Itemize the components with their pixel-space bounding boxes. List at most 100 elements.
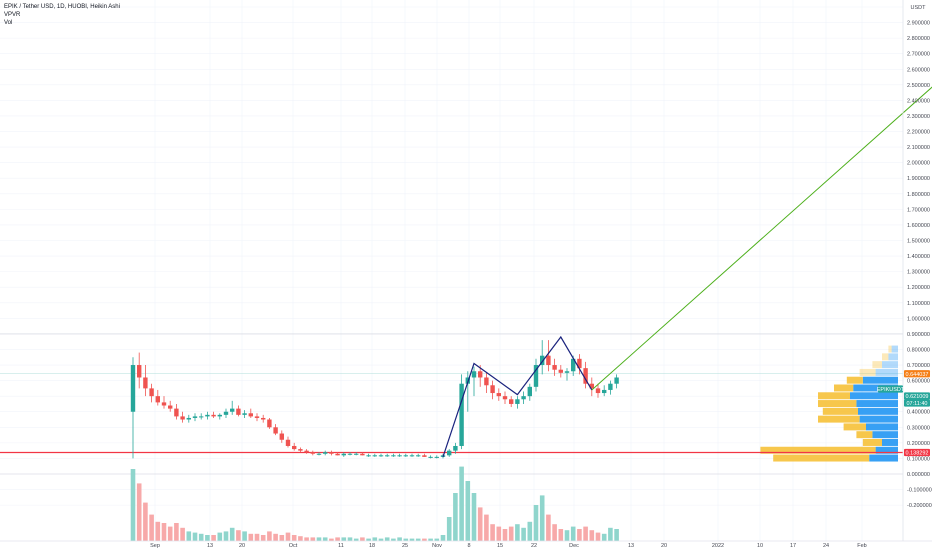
time-tick-label: 25 (402, 543, 408, 549)
candle-body (360, 453, 365, 456)
volume-bar (409, 538, 415, 541)
vpvr-up-bar (853, 384, 898, 392)
time-tick-label: 22 (531, 543, 537, 549)
price-tick-label: 0.100000 (907, 456, 930, 462)
vpvr-up-bar (875, 368, 898, 376)
price-tick-label: 1.800000 (907, 192, 930, 198)
price-tick-label: 2.300000 (907, 114, 930, 120)
candle-body (403, 455, 408, 457)
volume-bar (577, 529, 582, 541)
vpvr-up-bar (891, 345, 898, 353)
volume-bar (180, 527, 185, 541)
time-tick-label: Dec (569, 543, 579, 549)
candle-body (447, 450, 452, 456)
price-tick-label: 1.900000 (907, 176, 930, 182)
time-tick-label: 18 (369, 543, 375, 549)
time-tick-label: 11 (338, 543, 344, 549)
volume-bar (440, 535, 446, 541)
vpvr-down-bar (773, 454, 870, 462)
vpvr-up-bar (862, 376, 898, 384)
price-tick-label: 0.000000 (907, 472, 930, 478)
vpvr-up-bar (888, 353, 898, 361)
candle-body (335, 453, 340, 456)
candle-body (589, 383, 594, 389)
symbol-line[interactable]: EPIK / Tether USD, 1D, HUOBI, Heikin Ash… (4, 4, 120, 10)
badge-bg (878, 385, 903, 393)
vpvr-down-bar (760, 446, 876, 454)
candle-body (564, 371, 570, 373)
vpvr-up-bar (872, 431, 898, 439)
price-tick-label: 2.800000 (907, 36, 930, 42)
candle-body (316, 453, 322, 455)
candle-body (174, 408, 179, 417)
candle-body (478, 371, 483, 378)
candle-body (186, 417, 191, 420)
price-tick-label: 1.000000 (907, 316, 930, 322)
price-tick-label: 0.400000 (907, 410, 930, 416)
badge-bg (904, 370, 930, 378)
volume-bar (428, 538, 433, 541)
candle-body (323, 452, 328, 454)
candle-body (571, 358, 576, 372)
candle-body (273, 427, 278, 434)
volume-bar (570, 526, 576, 541)
vpvr-up-bar (882, 361, 898, 369)
time-tick-label: 13 (628, 543, 634, 549)
time-tick-label: 24 (823, 543, 829, 549)
volume-bar (211, 535, 216, 541)
candle-body (285, 439, 291, 446)
indicator-vpvr[interactable]: VPVR (4, 12, 21, 18)
price-tick-label: 2.700000 (907, 52, 930, 58)
time-tick-label: 20 (661, 543, 667, 549)
candle-body (540, 355, 545, 366)
candle-body (422, 455, 427, 457)
volume-bar (217, 532, 223, 541)
candle-body (168, 405, 173, 409)
badge-label: 0.644037 (906, 372, 929, 378)
candle-body (223, 411, 229, 415)
vpvr-down-bar (846, 376, 863, 384)
price-tick-label: 1.300000 (907, 270, 930, 276)
price-tick-label: 2.100000 (907, 145, 930, 151)
volume-bar (422, 538, 427, 541)
volume-bar (515, 524, 520, 541)
candle-body (192, 416, 198, 418)
price-tick-label: 2.900000 (907, 21, 930, 27)
candle-body (366, 455, 371, 457)
price-axis[interactable]: USDT 2.900000 2.800000 2.700000 2.600000 2.50… (907, 5, 932, 509)
indicator-vol[interactable]: Vol (4, 20, 13, 26)
candle-body (354, 453, 359, 455)
vpvr-down-bar (872, 361, 882, 369)
candle-body (130, 365, 136, 412)
candle-body (521, 396, 526, 400)
volume-bar (384, 537, 390, 541)
volume-bar (285, 532, 291, 541)
candle-body (471, 371, 477, 378)
volume-bar (279, 535, 285, 541)
volume-bar (601, 533, 607, 541)
badge-label: 0.621009 (906, 394, 929, 400)
volume-bar (291, 535, 297, 541)
time-tick-label: Oct (289, 543, 298, 549)
price-tick-label: 2.500000 (907, 83, 930, 89)
volume-bar (174, 523, 179, 541)
target-arrow[interactable] (591, 15, 932, 391)
candle-body (205, 414, 210, 417)
chart-legend: EPIK / Tether USD, 1D, HUOBI, Heikin Ash… (4, 3, 120, 27)
vpvr-down-bar (818, 415, 860, 423)
price-tick-label: 1.200000 (907, 285, 930, 291)
candle-body (502, 396, 508, 400)
time-axis[interactable]: Sep 13 20 Oct 11 18 25 Nov 8 15 22 Dec 13 20 2022 10 17 2… (150, 543, 867, 549)
candle-body (341, 453, 346, 456)
price-tick-label: -0.100000 (907, 488, 932, 494)
volume-bar (527, 521, 533, 541)
time-tick-label: 15 (497, 543, 503, 549)
volume-bar (316, 537, 322, 541)
volume-bar (242, 531, 247, 541)
candle-body (292, 445, 297, 450)
volume-bar (254, 533, 260, 541)
volume-bar (273, 533, 278, 541)
volume-bar (130, 469, 136, 541)
pattern-line[interactable] (442, 335, 593, 458)
